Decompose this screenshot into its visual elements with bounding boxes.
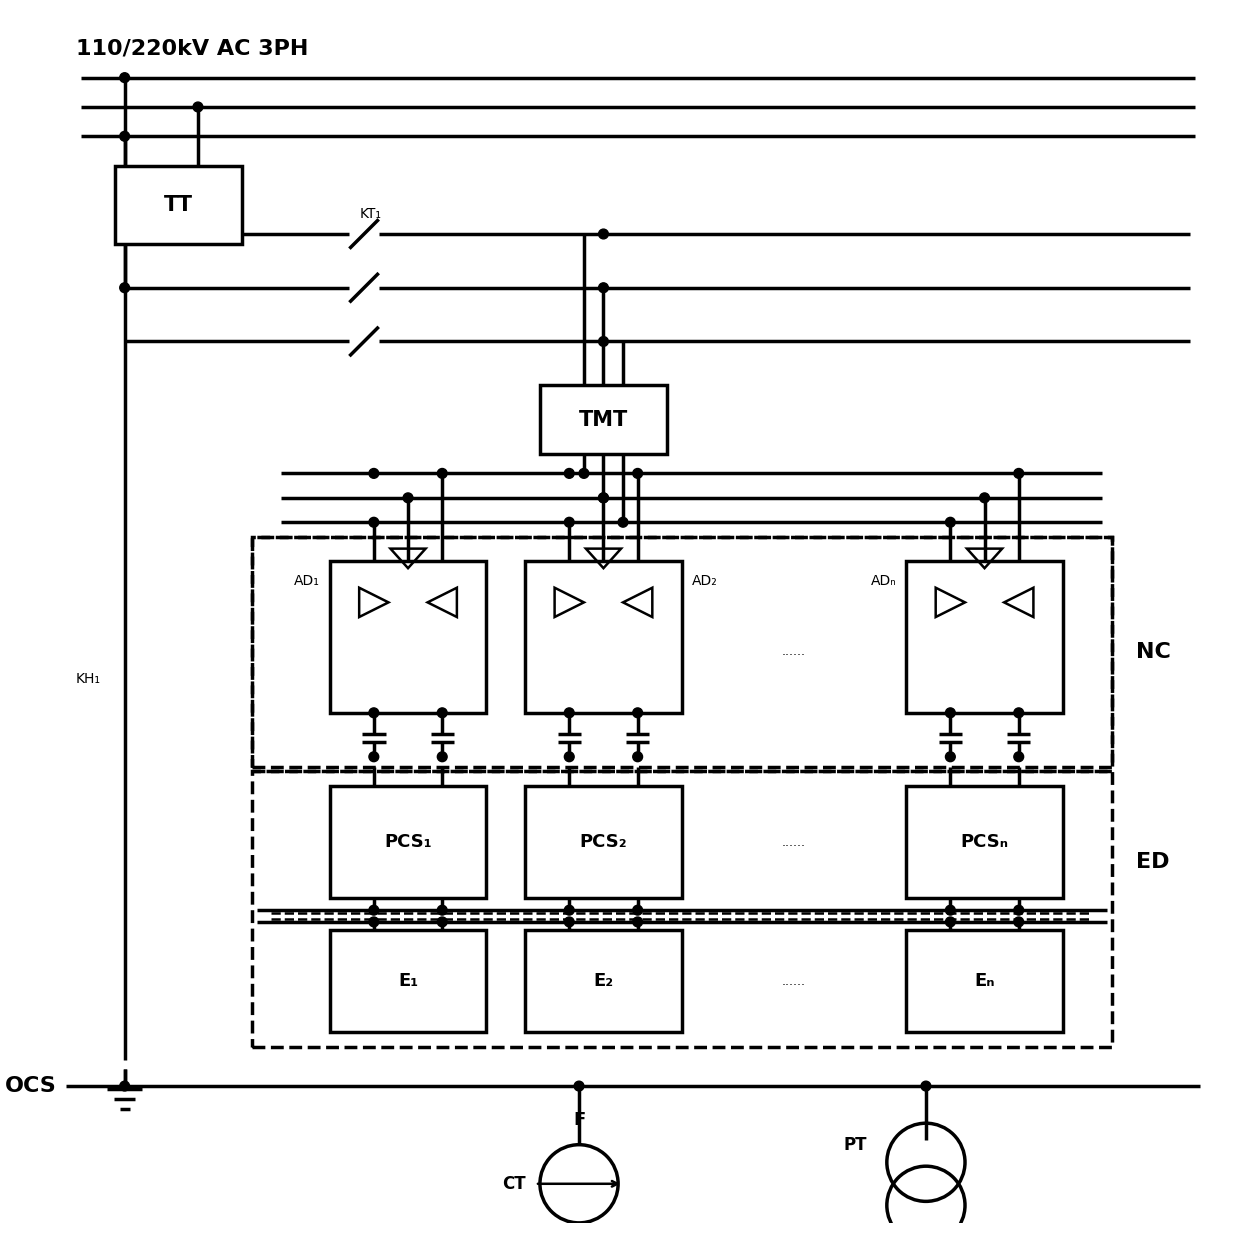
Bar: [526, 930, 682, 1033]
Circle shape: [632, 469, 642, 479]
Circle shape: [564, 469, 574, 479]
Bar: [906, 562, 1063, 713]
Text: NC: NC: [1136, 642, 1171, 662]
Circle shape: [1014, 752, 1024, 762]
Circle shape: [945, 917, 955, 927]
Bar: [526, 562, 682, 713]
Text: 110/220kV AC 3PH: 110/220kV AC 3PH: [76, 38, 309, 58]
Text: TMT: TMT: [579, 409, 629, 429]
Text: PCS₂: PCS₂: [579, 834, 627, 851]
Text: Eₙ: Eₙ: [975, 972, 994, 990]
Text: ED: ED: [1136, 852, 1169, 872]
Circle shape: [632, 752, 642, 762]
Circle shape: [618, 517, 627, 527]
Circle shape: [632, 905, 642, 915]
Circle shape: [632, 708, 642, 717]
Text: E₂: E₂: [594, 972, 614, 990]
Circle shape: [921, 1081, 931, 1091]
Bar: [526, 785, 682, 898]
Circle shape: [599, 492, 609, 502]
Text: ......: ......: [782, 646, 806, 658]
Circle shape: [574, 1081, 584, 1091]
Text: ......: ......: [782, 836, 806, 849]
Circle shape: [945, 708, 955, 717]
Circle shape: [370, 708, 378, 717]
Circle shape: [945, 752, 955, 762]
Text: TT: TT: [164, 194, 193, 215]
Bar: [115, 166, 242, 244]
Text: F: F: [573, 1111, 585, 1129]
Circle shape: [564, 517, 574, 527]
Circle shape: [599, 229, 609, 239]
Bar: [539, 386, 667, 454]
Text: PCS₁: PCS₁: [384, 834, 432, 851]
Bar: [330, 562, 486, 713]
Circle shape: [438, 469, 448, 479]
Circle shape: [564, 917, 574, 927]
Bar: [330, 785, 486, 898]
Circle shape: [599, 492, 609, 502]
Text: ADₙ: ADₙ: [870, 574, 897, 588]
Circle shape: [438, 752, 448, 762]
Text: AD₁: AD₁: [294, 574, 320, 588]
Circle shape: [980, 492, 990, 502]
Text: ......: ......: [826, 465, 849, 477]
Text: PCSₙ: PCSₙ: [961, 834, 1008, 851]
Circle shape: [370, 917, 378, 927]
Circle shape: [1014, 708, 1024, 717]
Bar: [252, 772, 1111, 1047]
Circle shape: [564, 905, 574, 915]
Circle shape: [599, 336, 609, 346]
Bar: [330, 930, 486, 1033]
Circle shape: [632, 917, 642, 927]
Circle shape: [579, 469, 589, 479]
Bar: [906, 930, 1063, 1033]
Circle shape: [438, 905, 448, 915]
Circle shape: [370, 469, 378, 479]
Text: ......: ......: [826, 490, 849, 502]
Circle shape: [120, 1081, 129, 1091]
Circle shape: [403, 492, 413, 502]
Circle shape: [370, 517, 378, 527]
Bar: [252, 537, 1111, 767]
Text: AD₂: AD₂: [692, 574, 717, 588]
Text: KH₁: KH₁: [76, 672, 100, 685]
Circle shape: [370, 752, 378, 762]
Circle shape: [1014, 917, 1024, 927]
Bar: [906, 785, 1063, 898]
Text: E₁: E₁: [398, 972, 418, 990]
Circle shape: [945, 905, 955, 915]
Circle shape: [599, 283, 609, 293]
Text: OCS: OCS: [5, 1076, 56, 1096]
Circle shape: [1014, 905, 1024, 915]
Circle shape: [438, 708, 448, 717]
Text: KT₁: KT₁: [360, 208, 381, 221]
Circle shape: [1014, 469, 1024, 479]
Circle shape: [120, 131, 129, 141]
Circle shape: [945, 517, 955, 527]
Circle shape: [564, 708, 574, 717]
Circle shape: [120, 73, 129, 83]
Circle shape: [193, 103, 203, 111]
Text: ......: ......: [782, 975, 806, 987]
Circle shape: [120, 283, 129, 293]
Circle shape: [370, 905, 378, 915]
Bar: [252, 537, 1111, 772]
Text: ......: ......: [826, 513, 849, 527]
Circle shape: [438, 917, 448, 927]
Circle shape: [564, 752, 574, 762]
Text: PT: PT: [843, 1136, 867, 1154]
Text: CT: CT: [502, 1175, 526, 1192]
